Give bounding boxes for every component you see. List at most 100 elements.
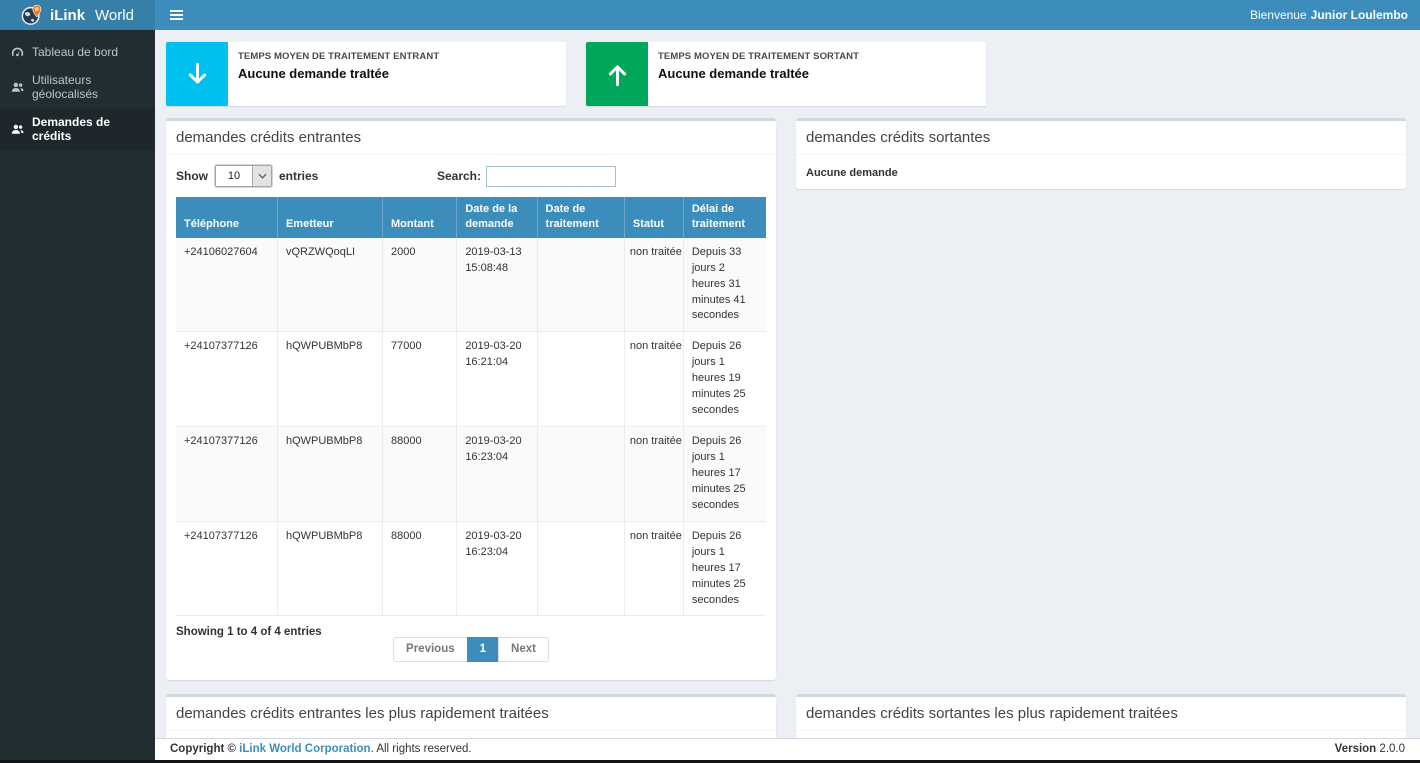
version-number: 2.0.0 — [1379, 743, 1405, 755]
table-cell: Depuis 26 jours 1 heures 17 minutes 25 s… — [682, 521, 766, 617]
content-area: TEMPS MOYEN DE TRAITEMENT ENTRANT Aucune… — [155, 30, 1420, 738]
table-cell: Depuis 26 jours 1 heures 17 minutes 25 s… — [682, 426, 766, 522]
table-cell: +24107377126 — [176, 521, 278, 617]
column-header-date-demande[interactable]: Date de la demande — [456, 197, 538, 238]
column-header-delai[interactable]: Délai de traitement — [682, 197, 766, 238]
previous-page-button[interactable]: Previous — [393, 637, 468, 663]
table-cell: 2019-03-13 15:08:48 — [456, 237, 538, 333]
info-box-content: TEMPS MOYEN DE TRAITEMENT ENTRANT Aucune… — [228, 42, 449, 106]
column-header-montant[interactable]: Montant — [381, 197, 457, 238]
info-box-value: Aucune demande traItée — [658, 66, 809, 81]
table-cell: 2019-03-20 16:23:04 — [456, 426, 538, 522]
welcome-label: Bienvenue — [1249, 8, 1307, 22]
sidebar-item-tableau-de-bord[interactable]: Tableau de bord — [0, 38, 155, 66]
sidebar-item-utilisateurs-geolocalises[interactable]: Utilisateurs géolocalisés — [0, 66, 155, 108]
info-box-title: TEMPS MOYEN DE TRAITEMENT ENTRANT — [238, 51, 440, 62]
table-cell — [536, 331, 625, 428]
table-cell: hQWPUBMbP8 — [276, 426, 383, 522]
table-cell: 2000 — [381, 237, 458, 333]
table-cell: 2019-03-20 16:23:04 — [456, 521, 538, 617]
table-cell — [536, 237, 625, 333]
show-label: Show — [176, 169, 208, 183]
table-cell: vQRZWQoqLI — [276, 237, 383, 333]
info-box-entrant: TEMPS MOYEN DE TRAITEMENT ENTRANT Aucune… — [166, 42, 566, 106]
page-1-button[interactable]: 1 — [466, 637, 500, 663]
sidebar-item-label: Demandes de crédits — [32, 115, 111, 143]
column-header-statut[interactable]: Statut — [623, 197, 684, 238]
column-header-date-traitement[interactable]: Date de traitement — [536, 197, 625, 238]
users-icon — [11, 82, 24, 92]
table-row: +24106027604 vQRZWQoqLI 2000 2019-03-13 15:… — [176, 237, 766, 333]
window-bottom-edge — [0, 760, 1420, 763]
info-box-content: TEMPS MOYEN DE TRAITEMENT SORTANT Aucune… — [648, 42, 869, 106]
sidebar-item-label: Utilisateurs géolocalisés — [32, 73, 99, 101]
table-cell: 2019-03-20 16:21:04 — [456, 331, 538, 428]
sidebar-item-demandes-de-credits[interactable]: Demandes de crédits — [0, 108, 155, 150]
page-footer: Copyright © iLink World Corporation. All… — [155, 738, 1420, 760]
dashboard-icon — [11, 47, 24, 56]
search-label: Search: — [436, 169, 481, 183]
panel-credits-sortants: demandes crédits sortantes Aucune demand… — [796, 118, 1406, 189]
panel-title: demandes crédits entrantes les plus rapi… — [166, 697, 776, 732]
table-cell: hQWPUBMbP8 — [276, 331, 383, 428]
panel-credits-entrants: demandes crédits entrantes Show 10 entri — [166, 118, 776, 681]
panel-title: demandes crédits entrantes — [166, 121, 776, 155]
table-cell: 77000 — [381, 331, 458, 428]
table-cell: +24107377126 — [176, 426, 278, 522]
globe-pin-icon — [21, 4, 42, 25]
table-cell: non traitée — [623, 521, 684, 617]
table-row: +24107377126 hQWPUBMbP8 88000 2019-03-20 16… — [176, 426, 766, 522]
page-length-value: 10 — [227, 170, 241, 182]
brand-name-light: World — [95, 6, 134, 24]
info-box-sortant: TEMPS MOYEN DE TRAITEMENT SORTANT Aucune… — [586, 42, 986, 106]
brand-name-bold: iLink — [50, 6, 86, 24]
page-length-select[interactable]: 10 — [215, 165, 272, 187]
pagination-group: Previous 1 Next — [393, 637, 549, 663]
panel-title: demandes crédits sortantes — [796, 121, 1406, 155]
empty-message: Aucune demande — [806, 167, 898, 179]
credits-table-body: +24106027604 vQRZWQoqLI 2000 2019-03-13 15:… — [176, 237, 766, 617]
search-control: Search: — [436, 165, 616, 187]
ilink-corporation-link[interactable]: iLink World Corporation — [239, 743, 371, 755]
sidebar: Tableau de bord Utilisateurs géolocalisé… — [0, 30, 155, 760]
arrow-up-icon — [608, 64, 626, 86]
table-cell: Depuis 26 jours 1 heures 19 minutes 25 s… — [682, 331, 766, 428]
table-row: +24107377126 hQWPUBMbP8 88000 2019-03-20 16… — [176, 521, 766, 617]
pagination: Previous 1 Next — [176, 637, 766, 663]
hamburger-icon — [170, 10, 183, 12]
column-header-emetteur[interactable]: Emetteur — [276, 197, 383, 238]
user-name: Junior Loulembo — [1310, 8, 1408, 22]
chevron-down-icon — [252, 166, 271, 186]
version-text: Version 2.0.0 — [1335, 743, 1405, 755]
users-icon — [11, 124, 24, 134]
table-cell: +24107377126 — [176, 331, 278, 428]
copyright-suffix: . All rights reserved. — [370, 743, 472, 755]
datatable-footer: Showing 1 to 4 of 4 entries Previous 1 N… — [176, 626, 766, 670]
page-length-control: Show 10 entries — [176, 165, 318, 187]
entries-label: entries — [279, 169, 319, 183]
datatable-controls: Show 10 entries Search: — [176, 165, 766, 187]
table-row: +24107377126 hQWPUBMbP8 77000 2019-03-20 16… — [176, 331, 766, 428]
navbar-right-area: Bienvenue Junior Loulembo — [155, 0, 1420, 30]
user-menu[interactable]: Bienvenue Junior Loulembo — [1250, 8, 1420, 22]
table-cell — [536, 426, 625, 522]
table-info: Showing 1 to 4 of 4 entries — [176, 626, 322, 639]
bottom-panels-row-1: demandes crédits entrantes les plus rapi… — [166, 694, 1406, 738]
table-header-row: Téléphone Emetteur Montant Date de la de… — [176, 197, 766, 238]
sidebar-toggle-button[interactable] — [155, 0, 198, 30]
brand-logo[interactable]: iLink World — [0, 0, 155, 30]
table-cell: Depuis 33 jours 2 heures 31 minutes 41 s… — [682, 237, 766, 333]
main-panels-row: demandes crédits entrantes Show 10 entri — [166, 118, 1406, 681]
table-cell: non traitée — [623, 426, 684, 522]
copyright-text: Copyright © iLink World Corporation. All… — [170, 743, 472, 755]
column-header-telephone[interactable]: Téléphone — [176, 197, 278, 238]
panel-title: demandes crédits sortantes les plus rapi… — [796, 697, 1406, 732]
info-box-icon-area — [166, 42, 228, 106]
panel-entrantes-rapidement: demandes crédits entrantes les plus rapi… — [166, 694, 776, 738]
credits-table: Téléphone Emetteur Montant Date de la de… — [176, 197, 766, 617]
copyright-prefix: Copyright © — [170, 743, 236, 755]
info-box-row: TEMPS MOYEN DE TRAITEMENT ENTRANT Aucune… — [166, 42, 1406, 106]
next-page-button[interactable]: Next — [498, 637, 549, 663]
search-input[interactable] — [486, 165, 616, 187]
